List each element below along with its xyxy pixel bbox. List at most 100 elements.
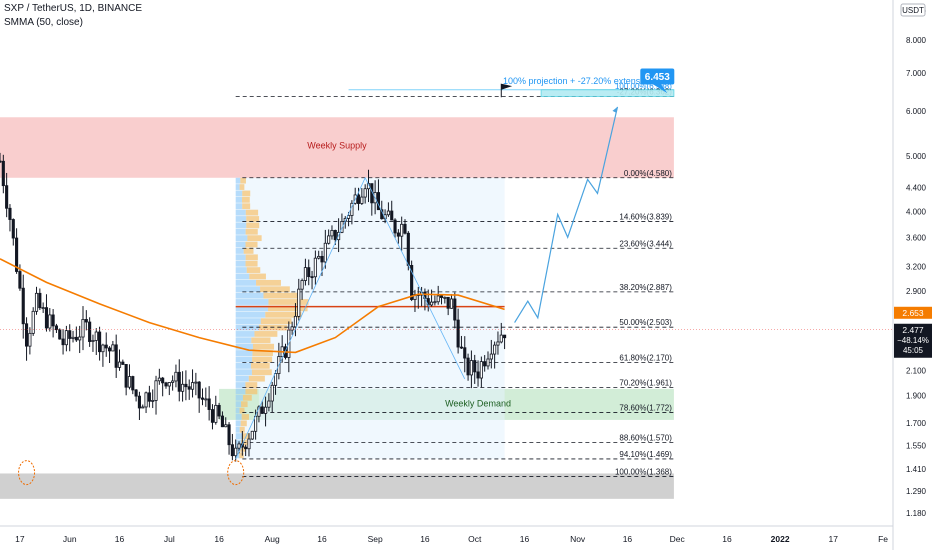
volume-profile-bar-up [235,222,247,229]
candle-down [114,344,118,368]
smma-line [0,258,505,354]
fib-label-5: 38.20%(2.887) [619,283,672,292]
symbol-title: SXP / TetherUS, 1D, BINANCE [4,3,143,14]
volume-profile-bar-up [235,382,246,388]
candle-up [327,235,331,244]
swing-low-marker-1 [227,460,245,486]
volume-profile-bar-down [242,203,251,210]
volume-profile-bar-up [235,216,247,222]
candle-down [84,319,88,323]
candle-up [204,398,208,401]
candle-up [273,373,278,386]
volume-profile-bar-down [252,356,273,363]
candle-down [58,329,62,340]
candle-up [171,380,175,383]
volume-profile-bar-down [245,388,258,395]
volume-profile-bar-down [239,426,245,433]
candle-up [433,301,437,304]
change-pct-label: −48.14% [897,336,929,345]
unit-box [900,3,926,17]
volume-profile-bar-down [246,216,260,222]
last-price-label: 2.477 [902,325,924,335]
y-tick-label: 2.100 [906,367,927,376]
x-tick-label: 16 [317,534,327,544]
candle-down [124,364,128,388]
x-tick-label: 17 [829,534,839,544]
volume-profile-bar-down [245,382,258,388]
candle-down [68,330,72,339]
candle-down [11,219,15,239]
smma-50-line [0,258,505,354]
candle-up [250,430,254,440]
volume-profile-bar-down [260,318,292,325]
volume-profile-bar-down [246,222,260,229]
candle-down [107,347,112,352]
candle-up [300,280,304,290]
x-tick-label: 16 [420,534,430,544]
candle-down [466,357,470,376]
candle-up [293,315,298,328]
candle-up [64,330,68,346]
volume-profile-bar-up [235,362,251,369]
candle-up [94,331,98,341]
candle-up [71,336,75,339]
target-value-pointer [653,84,668,94]
candle-down [88,321,92,342]
candle-down [197,381,201,399]
candle-down [161,377,165,384]
volume-profile-bar-up [235,420,241,427]
x-tick-label: Jul [164,534,175,544]
x-tick-label: Nov [570,534,586,544]
volume-profile-bar-down [240,420,247,427]
fib-label-4: 23.60%(3.444) [619,239,672,248]
x-tick-label: Sep [368,534,383,544]
candles-layer [0,152,507,486]
projection-text: 100% projection + -27.20% extension [503,76,652,86]
volume-profile-bar-up [235,241,246,248]
candle-up [234,447,238,457]
fib-label-12: 100.00%(1.368) [615,468,672,477]
last-price-box [894,323,932,358]
candle-up [340,221,344,233]
candle-down [390,210,394,221]
volume-profile-bar-down [241,414,249,420]
y-tick-label: 7.000 [906,69,927,78]
candle-up [499,334,503,343]
candle-down [8,207,12,220]
x-tick-label: 17 [15,534,25,544]
volume-profile-bar-down [245,241,258,248]
candle-down [456,319,460,348]
candle-up [443,296,447,299]
fib-label-2: 0.00%(4.580) [624,169,672,178]
fib-label-11: 94.10%(1.469) [619,450,672,459]
current-price-label-box [894,306,932,319]
candle-down [134,389,138,397]
candle-down [393,219,397,234]
indicator-title: SMMA (50, close) [4,17,83,28]
candle-up [400,223,404,237]
candle-down [98,331,102,353]
volume-profile-bar-up [235,248,244,254]
x-tick-label: Jun [63,534,77,544]
y-unit-label: USDT [902,6,924,15]
countdown-label: 45:05 [903,346,924,355]
fib-label-10: 88.60%(1.570) [619,433,672,442]
candle-down [406,232,410,266]
volume-profile-bar-down [256,279,281,286]
volume-profile-bar-down [249,273,266,280]
volume-profile-bar-up [235,369,252,376]
volume-profile-bar-down [243,248,254,254]
volume-profile-bar-down [260,286,290,293]
volume-profile-bar-up [235,439,242,446]
volume-profile-bar-up [235,267,247,273]
volume-profile-bar-up [235,426,240,433]
volume-profile-bar-up [235,228,246,235]
volume-profile-bar-down [254,331,278,337]
candle-down [459,346,464,349]
candle-up [154,380,158,401]
candle-down [104,344,108,349]
volume-profile-bar-down [245,209,259,216]
